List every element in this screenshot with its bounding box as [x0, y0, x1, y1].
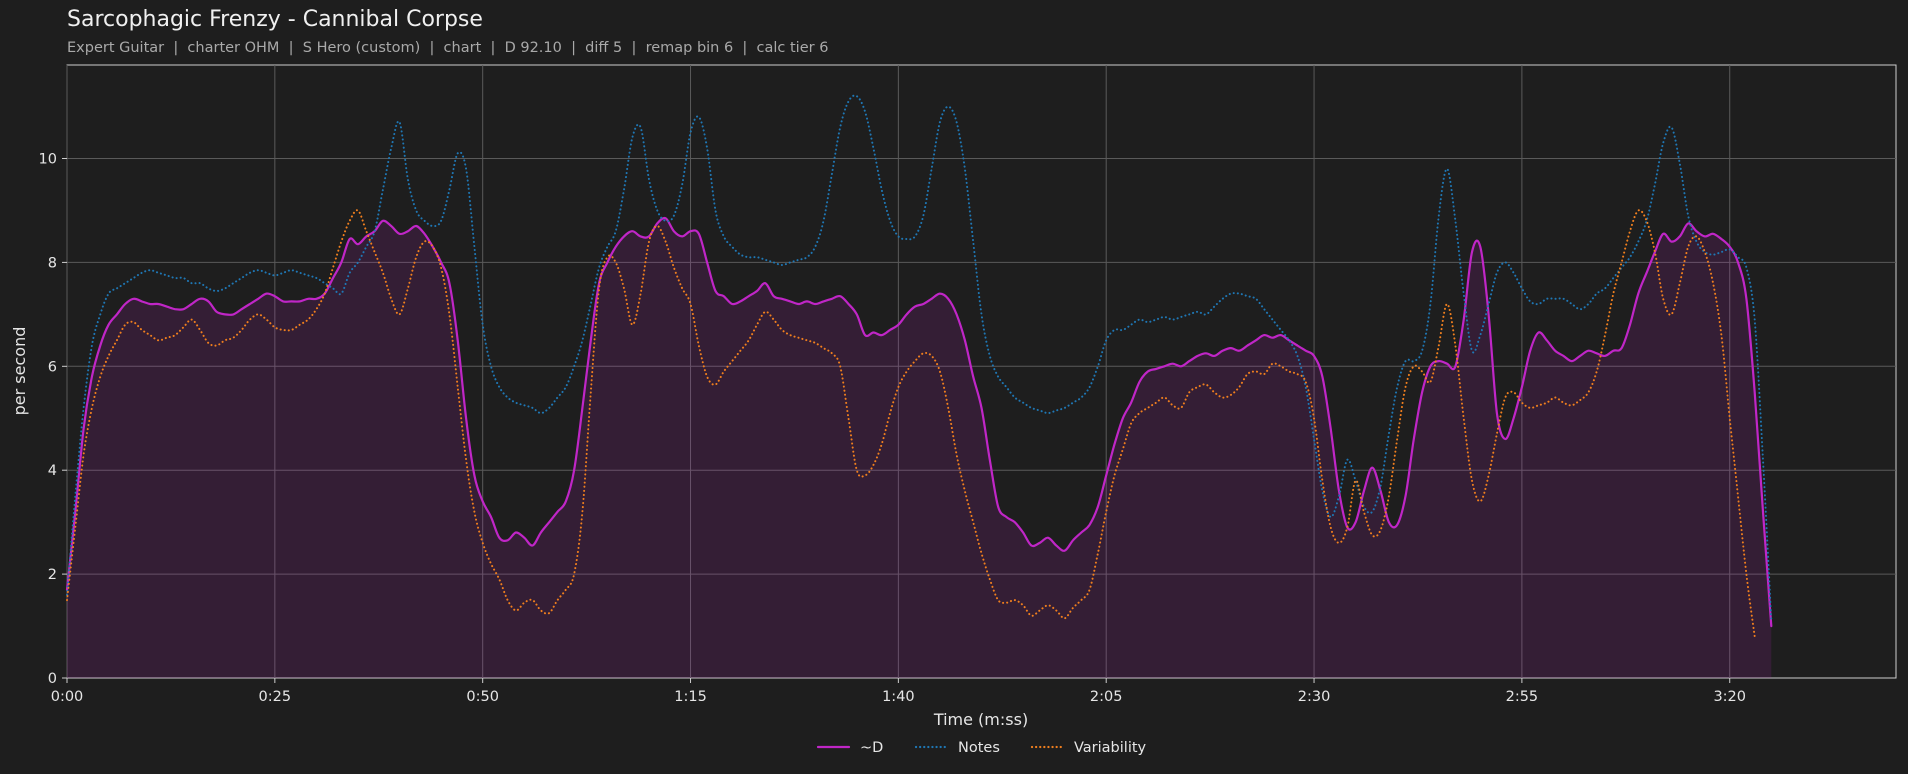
chart-subtitle: Expert Guitar | charter OHM | S Hero (cu… — [67, 40, 829, 56]
legend-label-d: ~D — [860, 740, 883, 756]
y-tick-label: 6 — [48, 359, 57, 375]
legend-label-notes: Notes — [958, 740, 1000, 756]
y-tick-label: 2 — [48, 567, 57, 583]
series-line-d — [65, 216, 1773, 628]
x-axis-ticks: 0:00 0:25 0:50 1:15 1:40 2:05 2:30 2:55 3:20 — [51, 678, 1746, 705]
y-tick-label: 8 — [48, 255, 57, 271]
series-line-notes — [66, 94, 1773, 622]
x-tick-label: 2:30 — [1298, 689, 1331, 705]
y-tick-label: 10 — [39, 152, 57, 168]
series-fill-d — [67, 218, 1772, 679]
y-tick-label: 0 — [48, 671, 57, 687]
x-tick-label: 0:00 — [51, 689, 84, 705]
legend-label-variability: Variability — [1074, 740, 1147, 756]
y-axis-label: per second — [10, 327, 29, 416]
x-axis-label: Time (m:ss) — [933, 710, 1028, 729]
grid-lines — [66, 65, 1896, 678]
plot-area — [66, 64, 1897, 679]
x-tick-label: 3:20 — [1713, 689, 1746, 705]
x-tick-label: 2:55 — [1506, 689, 1539, 705]
y-axis-ticks: 0 2 4 6 8 10 — [39, 152, 67, 687]
legend: ~D Notes Variability — [816, 740, 1147, 756]
x-tick-label: 1:40 — [882, 689, 915, 705]
y-tick-label: 4 — [48, 463, 57, 479]
x-tick-label: 1:15 — [674, 689, 707, 705]
x-tick-label: 0:50 — [466, 689, 499, 705]
x-tick-label: 0:25 — [259, 689, 292, 705]
x-tick-label: 2:05 — [1090, 689, 1123, 705]
series-lines — [65, 94, 1773, 638]
chart-title: Sarcophagic Frenzy - Cannibal Corpse — [67, 7, 483, 32]
series-fills — [67, 218, 1772, 679]
